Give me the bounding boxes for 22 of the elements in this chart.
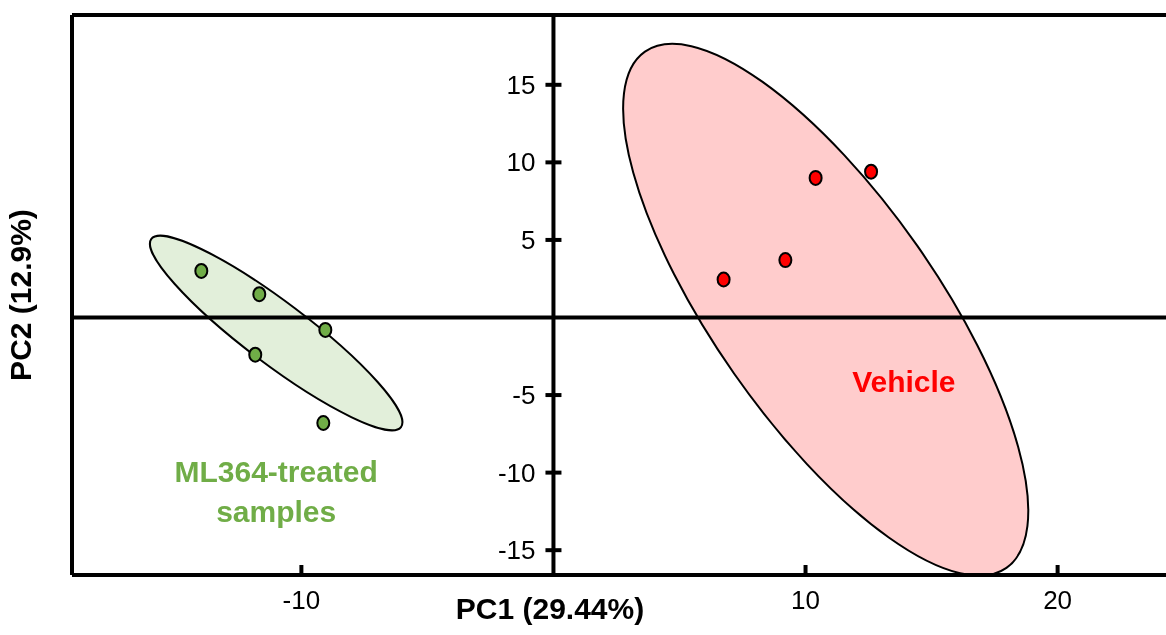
- y-tick-label: -15: [497, 535, 536, 566]
- point: [716, 271, 731, 288]
- y-axis-title: PC2 (12.9%): [4, 209, 38, 381]
- x-tick-label: 20: [1043, 585, 1073, 615]
- point: [316, 414, 331, 431]
- x-axis-title: PC1 (29.44%): [454, 592, 646, 626]
- point: [808, 169, 823, 186]
- series-label: ML364-treated samples: [173, 454, 379, 531]
- x-tick-label: -10: [282, 585, 321, 615]
- point: [194, 262, 209, 279]
- y-tick-label: -10: [497, 457, 536, 488]
- point: [778, 252, 793, 269]
- x-tick-label: 10: [791, 585, 820, 615]
- y-tick-label: 5: [520, 224, 536, 255]
- y-tick-label: -5: [512, 380, 536, 411]
- point: [318, 321, 333, 338]
- y-tick-label: 10: [506, 147, 536, 178]
- point: [864, 163, 879, 180]
- point: [252, 286, 267, 303]
- y-tick-label: 15: [506, 69, 536, 100]
- text: Vehicle: [851, 364, 957, 401]
- point: [248, 346, 263, 363]
